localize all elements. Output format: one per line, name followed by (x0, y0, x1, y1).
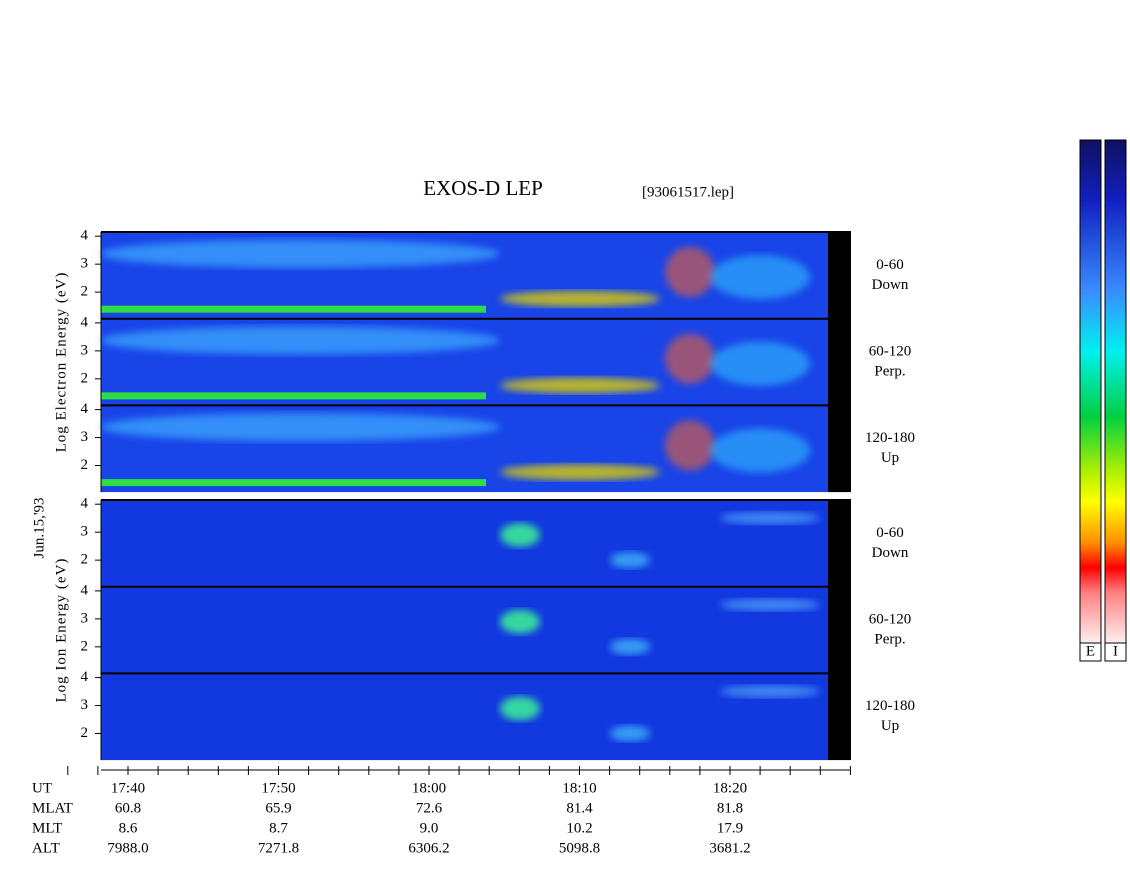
time-label: 17:50 (261, 780, 295, 796)
direction-label: Down (872, 277, 909, 293)
colorbar-label: I (1113, 643, 1118, 659)
spectral-feature (610, 638, 650, 655)
row-label: MLAT (32, 800, 73, 816)
spectrogram (101, 500, 828, 587)
spectral-feature (710, 428, 810, 473)
y-tick-label: 2 (81, 370, 89, 386)
colorbar-label-box (1079, 642, 1102, 662)
spectral-feature (665, 420, 715, 471)
y-tick-label: 2 (81, 638, 89, 654)
row-label: UT (32, 780, 52, 796)
colorbar-label: E (1086, 643, 1095, 659)
colorbar (1104, 139, 1127, 644)
spectral-feature (610, 552, 650, 568)
spectral-feature (500, 523, 540, 547)
angle-label: 60-120 (869, 343, 912, 359)
row-value: 10.2 (566, 820, 592, 836)
y-tick-label: 2 (81, 284, 89, 300)
spectral-feature (720, 512, 820, 524)
no-data (828, 500, 851, 587)
colorbar (1079, 139, 1102, 644)
row-value: 9.0 (420, 820, 439, 836)
y-tick-label: 4 (81, 496, 89, 512)
y-tick-label: 4 (81, 314, 89, 330)
y-tick-label: 3 (81, 342, 89, 358)
angle-label: 60-120 (869, 611, 912, 627)
y-axis-label: Log Ion Energy (eV) (53, 558, 69, 703)
spectral-feature (101, 305, 486, 313)
spectral-feature (100, 413, 500, 442)
y-tick-label: 4 (81, 228, 89, 244)
y-tick-label: 2 (81, 457, 89, 473)
row-value: 17.9 (717, 820, 743, 836)
spectral-feature (665, 333, 715, 384)
spectral-feature (610, 725, 650, 742)
time-label: 17:40 (111, 780, 145, 796)
spectral-feature (665, 247, 715, 297)
direction-label: Down (872, 545, 909, 561)
row-value: 65.9 (265, 800, 291, 816)
spectral-feature (720, 685, 820, 698)
no-data (828, 232, 851, 319)
row-label: MLT (32, 820, 62, 836)
row-value: 3681.2 (709, 840, 750, 856)
row-value: 8.7 (269, 820, 288, 836)
spectral-feature (100, 326, 500, 355)
row-value: 81.8 (717, 800, 743, 816)
spectral-feature (500, 377, 660, 394)
y-tick-label: 4 (81, 669, 89, 685)
spectral-feature (710, 255, 810, 299)
y-tick-label: 2 (81, 552, 89, 568)
time-label: 18:20 (713, 780, 747, 796)
direction-label: Perp. (874, 363, 905, 379)
spectral-feature (500, 696, 540, 721)
y-axis-label: Log Electron Energy (eV) (53, 272, 69, 453)
spectral-feature (500, 464, 660, 481)
y-tick-label: 3 (81, 256, 89, 272)
y-tick-label: 4 (81, 582, 89, 598)
y-tick-label: 3 (81, 697, 89, 713)
row-value: 8.6 (119, 820, 138, 836)
no-data (828, 673, 851, 761)
angle-label: 0-60 (876, 525, 904, 541)
spectral-feature (720, 598, 820, 611)
spectral-feature (500, 290, 660, 307)
angle-label: 0-60 (876, 257, 904, 273)
y-tick-label: 4 (81, 401, 89, 417)
no-data (828, 318, 851, 406)
time-label: 18:00 (412, 780, 446, 796)
row-value: 5098.8 (559, 840, 600, 856)
angle-label: 120-180 (865, 698, 915, 714)
row-label: ALT (32, 840, 60, 856)
direction-label: Up (881, 718, 899, 734)
y-tick-label: 2 (81, 725, 89, 741)
spectral-feature (101, 479, 486, 487)
no-data (828, 405, 851, 493)
row-value: 7988.0 (107, 840, 148, 856)
direction-label: Perp. (874, 631, 905, 647)
colorbar-label-box (1104, 642, 1127, 662)
title: EXOS-D LEP (423, 176, 543, 200)
angle-label: 120-180 (865, 430, 915, 446)
spectrogram (101, 586, 828, 674)
time-label: 18:10 (562, 780, 596, 796)
spectral-feature (101, 392, 486, 400)
date: Jun.15,'93 (31, 497, 47, 558)
no-data (828, 586, 851, 674)
row-value: 81.4 (566, 800, 593, 816)
direction-label: Up (881, 450, 899, 466)
y-tick-label: 3 (81, 524, 89, 540)
row-value: 60.8 (115, 800, 141, 816)
spectral-feature (500, 609, 540, 634)
spectrogram (101, 673, 828, 761)
spectral-feature (710, 341, 810, 386)
file-name: [93061517.lep] (642, 184, 734, 200)
y-tick-label: 3 (81, 429, 89, 445)
y-tick-label: 3 (81, 610, 89, 626)
spectral-feature (100, 239, 500, 268)
row-value: 7271.8 (258, 840, 299, 856)
row-value: 72.6 (416, 800, 443, 816)
row-value: 6306.2 (408, 840, 449, 856)
